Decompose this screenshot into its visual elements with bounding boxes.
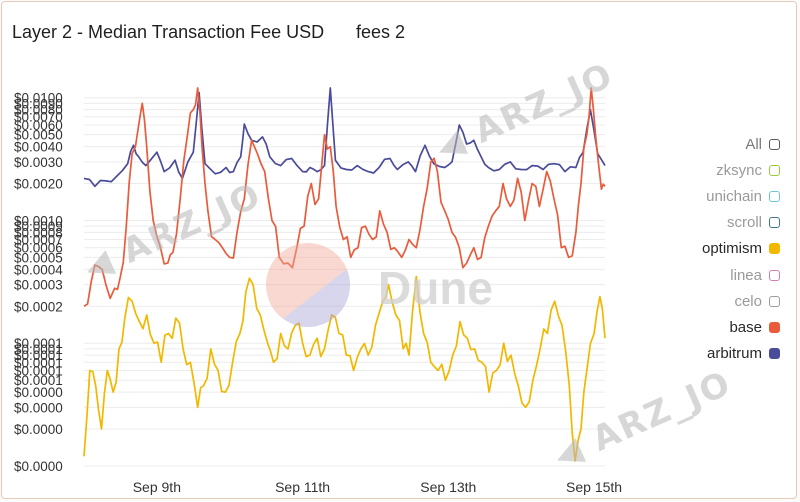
y-tick-label: $0.0010 (14, 213, 63, 228)
legend-item-base[interactable]: base (620, 314, 780, 340)
y-tick-label: $0.0000 (14, 422, 63, 437)
grid-lines (84, 97, 605, 467)
y-tick-label: $0.0001 (14, 355, 63, 370)
y-tick-label: $0.0070 (14, 110, 63, 125)
y-tick-label: $0.0001 (14, 373, 63, 388)
y-tick-label: $0.0001 (14, 342, 63, 357)
y-tick-label: $0.0002 (14, 299, 63, 314)
y-tick-label: $0.0000 (14, 385, 63, 400)
legend-swatch-checked-icon (769, 321, 780, 333)
y-tick-label: $0.0001 (14, 348, 63, 363)
legend-label: unichain (706, 187, 762, 205)
y-tick-label: $0.0003 (14, 278, 63, 293)
dune-logo-icon: Dune (266, 243, 493, 327)
x-tick-label: Sep 11th (275, 479, 330, 495)
legend-swatch-unchecked-icon (769, 164, 780, 176)
y-tick-label: $0.0080 (14, 103, 63, 118)
y-tick-label: $0.0006 (14, 241, 63, 256)
series-line-optimism (83, 275, 606, 462)
y-tick-label: $0.0001 (14, 336, 63, 351)
y-tick-label: $0.0060 (14, 118, 63, 133)
series-lines (83, 87, 606, 462)
legend-label: optimism (701, 240, 762, 258)
chart-subtitle: fees 2 (356, 22, 406, 42)
y-tick-label: $0.0020 (14, 177, 63, 192)
legend-swatch-checked-icon (769, 348, 780, 360)
x-tick-label: Sep 9th (133, 479, 181, 495)
x-axis-tick-labels: Sep 9th Sep 11th Sep 13th Sep 15th (133, 479, 622, 495)
y-tick-label: $0.0030 (14, 155, 63, 170)
legend-label: base (729, 318, 762, 336)
legend-item-zksync[interactable]: zksync (620, 157, 780, 183)
legend-label: All (745, 135, 762, 153)
legend-item-All[interactable]: All (620, 131, 780, 157)
y-tick-label: $0.0100 (14, 91, 63, 106)
legend-swatch-unchecked-icon (769, 138, 780, 150)
legend-swatch-unchecked-icon (769, 295, 780, 307)
legend-item-arbitrum[interactable]: arbitrum (620, 341, 780, 367)
legend-item-unichain[interactable]: unichain (620, 183, 780, 209)
chart-legend: All zksync unichain scroll optimism linea celo… (620, 131, 780, 367)
y-tick-label: $0.0050 (14, 128, 63, 143)
legend-item-linea[interactable]: linea (620, 262, 780, 288)
y-tick-label: $0.0008 (14, 225, 63, 240)
legend-item-scroll[interactable]: scroll (620, 210, 780, 236)
legend-swatch-unchecked-icon (769, 269, 780, 281)
y-tick-label: $0.0040 (14, 140, 63, 155)
y-axis-tick-labels: $0.0100$0.0090$0.0080$0.0070$0.0060$0.00… (14, 91, 63, 474)
y-tick-label: $0.0000 (14, 400, 63, 415)
y-tick-label: $0.0005 (14, 250, 63, 265)
y-tick-label: $0.0090 (14, 96, 63, 111)
chart-title: Layer 2 - Median Transaction Fee USD (12, 22, 325, 42)
y-tick-label: $0.0004 (14, 262, 63, 277)
legend-label: scroll (726, 214, 762, 232)
legend-label: zksync (716, 161, 762, 179)
legend-label: celo (734, 292, 762, 310)
x-tick-label: Sep 15th (566, 479, 622, 495)
y-tick-label: $0.0007 (14, 232, 63, 247)
y-tick-label: $0.0000 (14, 459, 63, 474)
legend-label: linea (730, 266, 762, 284)
dune-wordmark: Dune (378, 262, 493, 314)
dune-watermark: Dune (266, 242, 546, 337)
legend-label: arbitrum (706, 345, 762, 363)
series-line-arbitrum (83, 87, 606, 188)
legend-swatch-unchecked-icon (769, 217, 780, 229)
y-tick-label: $0.0009 (14, 219, 63, 234)
y-tick-label: $0.0001 (14, 363, 63, 378)
legend-item-optimism[interactable]: optimism (620, 236, 780, 262)
series-line-base (83, 87, 606, 308)
x-tick-label: Sep 13th (420, 479, 476, 495)
legend-item-celo[interactable]: celo (620, 288, 780, 314)
legend-swatch-checked-icon (769, 243, 780, 255)
legend-swatch-unchecked-icon (769, 190, 780, 202)
